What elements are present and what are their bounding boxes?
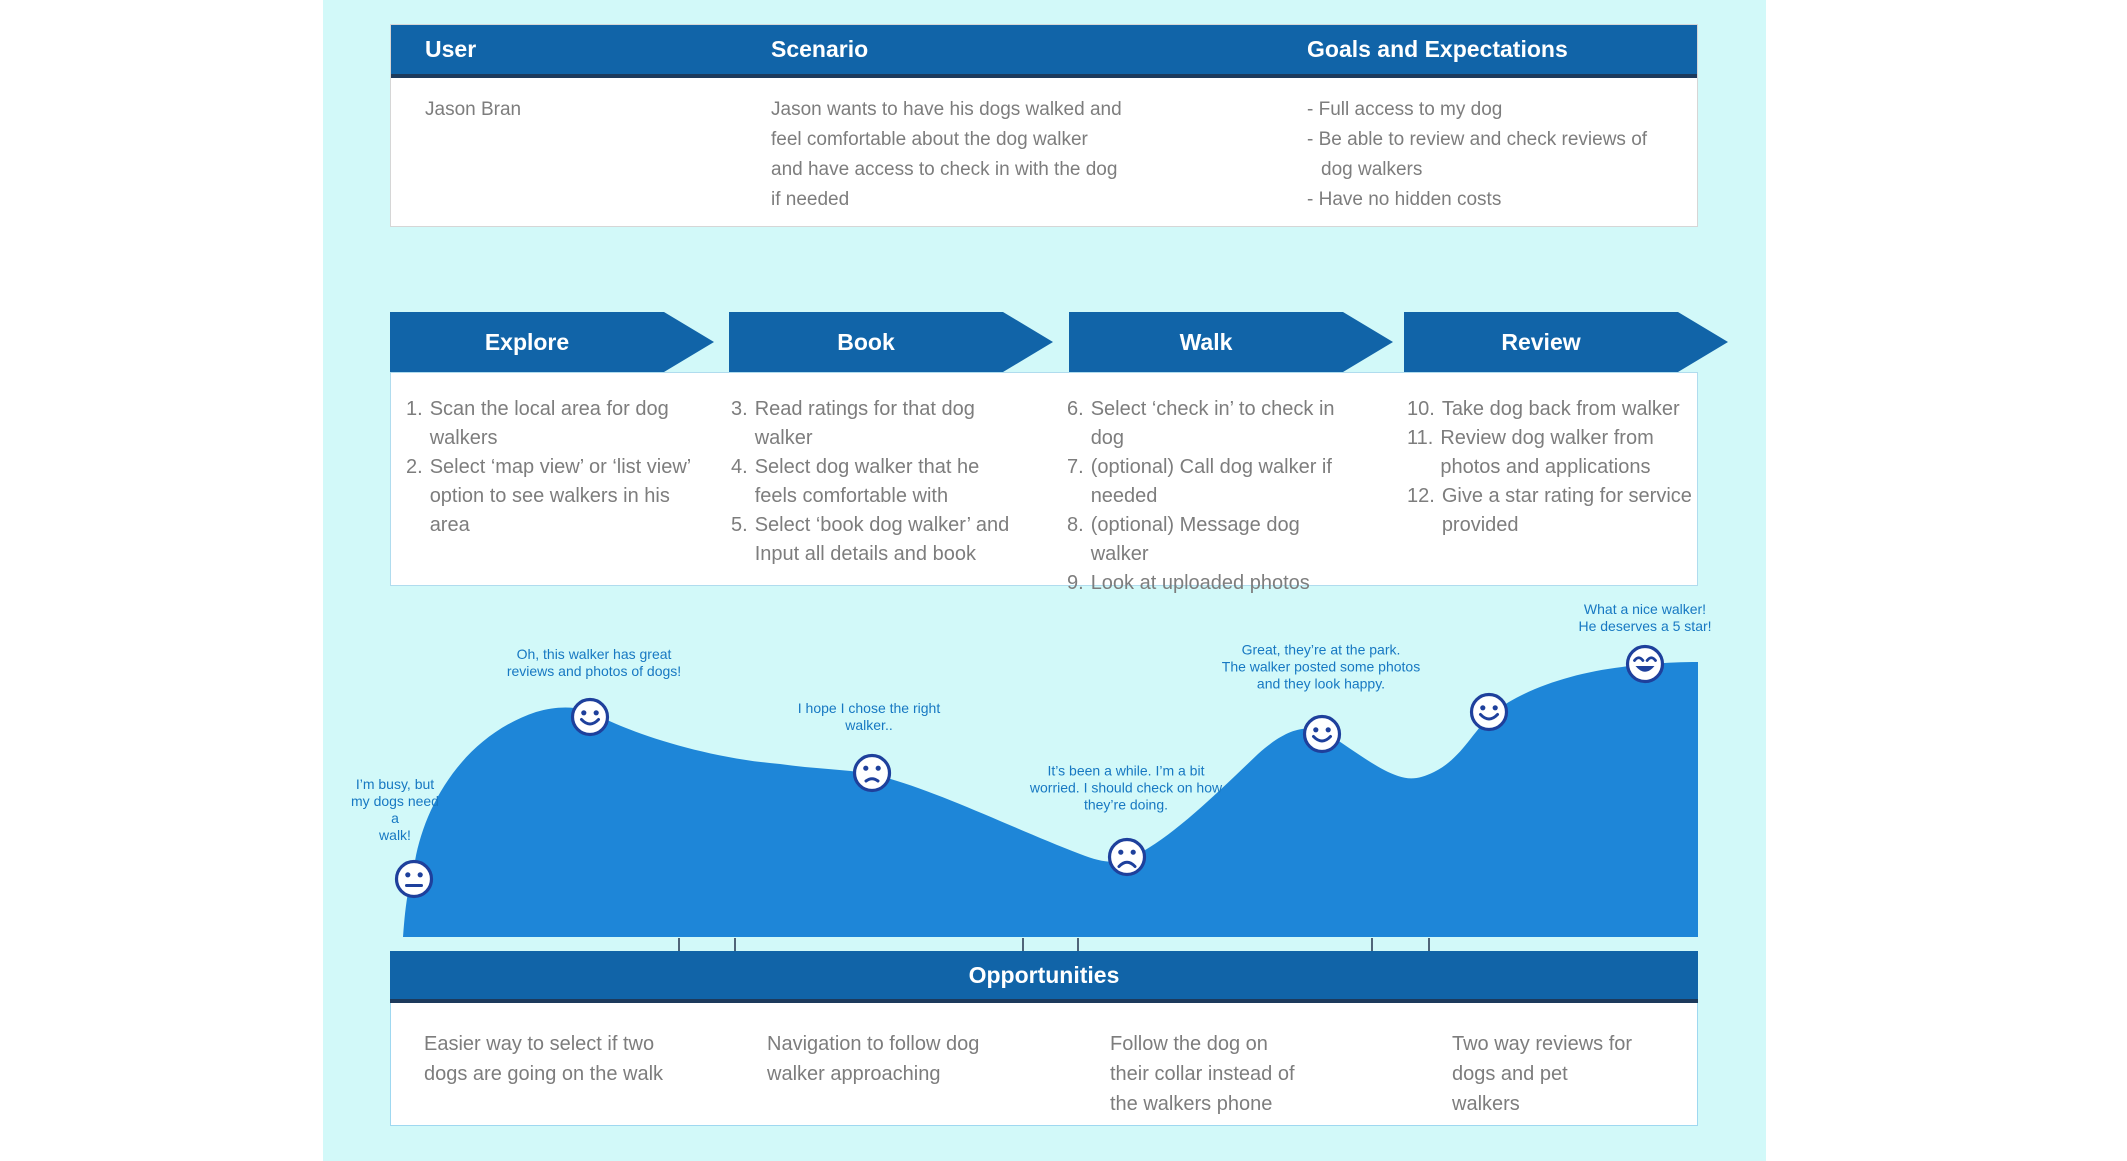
user-table-header: User Scenario Goals and Expectations: [391, 25, 1697, 78]
phase-arrow-walk: Walk: [1069, 312, 1393, 372]
phase-arrow-book: Book: [729, 312, 1053, 372]
steps-review: 10. Take dog back from walker 11. Review d…: [1407, 395, 1704, 540]
goal-item: - Be able to review and check reviews of…: [1307, 129, 1648, 180]
column-divider-notch: [1022, 938, 1079, 951]
thought-bubble: Oh, this walker has great reviews and ph…: [506, 646, 682, 679]
step-item: 3. Read ratings for that dog walker: [731, 398, 975, 449]
emotion-curve: I’m busy, but my dogs need a walk! Oh, t…: [351, 601, 1712, 938]
step-item: 12. Give a star rating for service provid…: [1407, 485, 1692, 536]
opportunities-body: Easier way to select if two dogs are goi…: [390, 1003, 1698, 1126]
thought-bubble: I’m busy, but my dogs need a walk!: [351, 776, 439, 843]
opportunities-title: Opportunities: [968, 962, 1120, 988]
opportunity-item: Follow the dog on their collar instead o…: [1110, 1033, 1295, 1115]
steps-book: 3. Read ratings for that dog walker 4. Sel…: [731, 395, 1015, 569]
emotion-curve-path: [403, 662, 1698, 937]
step-item: 8. (optional) Message dog walker: [1067, 514, 1300, 565]
column-header-user: User: [425, 36, 477, 62]
opportunities-header: Opportunities: [390, 951, 1698, 1003]
step-item: 9. Look at uploaded photos: [1067, 572, 1310, 594]
face-happy-icon: [570, 697, 610, 737]
thought-bubble: It’s been a while. I’m a bit worried. I …: [1029, 762, 1223, 813]
phase-label: Review: [1501, 329, 1581, 355]
user-info-table: User Scenario Goals and Expectations Jas…: [390, 24, 1698, 227]
face-happy-icon: [1302, 714, 1342, 754]
step-item: 10. Take dog back from walker: [1407, 398, 1680, 420]
step-item: 2. Select ‘map view’ or ‘list view’ optio…: [406, 456, 691, 536]
step-item: 7. (optional) Call dog walker if needed: [1067, 456, 1332, 507]
user-name: Jason Bran: [425, 99, 522, 120]
step-item: 6. Select ‘check in’ to check in dog: [1067, 398, 1335, 449]
goal-item: - Full access to my dog: [1307, 99, 1503, 120]
phase-label: Explore: [484, 329, 570, 355]
opportunity-item: Navigation to follow dog walker approach…: [767, 1033, 980, 1085]
opportunity-item: Easier way to select if two dogs are goi…: [424, 1033, 664, 1085]
thought-bubble: Great, they’re at the park. The walker p…: [1221, 641, 1421, 692]
step-item: 1. Scan the local area for dog walkers: [406, 398, 669, 449]
face-sad-icon: [1107, 837, 1147, 877]
steps-explore: 1. Scan the local area for dog walkers 2.…: [406, 395, 710, 540]
steps-walk: 6. Select ‘check in’ to check in dog 7. (o…: [1067, 395, 1353, 598]
phase-label: Book: [837, 329, 895, 355]
scenario-text: Jason wants to have his dogs walked and …: [771, 99, 1122, 210]
column-divider-notch: [1371, 938, 1430, 951]
step-item: 11. Review dog walker from photos and app…: [1407, 427, 1654, 478]
phase-label: Walk: [1179, 329, 1233, 355]
goals-list: - Full access to my dog - Be able to rev…: [1307, 95, 1652, 215]
thought-bubble: What a nice walker! He deserves a 5 star…: [1578, 601, 1712, 634]
emotion-curve-area: [403, 662, 1698, 937]
step-item: 4. Select dog walker that he feels comfor…: [731, 456, 980, 507]
column-header-scenario: Scenario: [771, 36, 869, 62]
phase-arrow-explore: Explore: [390, 312, 714, 372]
thought-bubble: I hope I chose the right walker..: [797, 700, 941, 733]
face-neutral-icon: [394, 859, 434, 899]
face-happy-icon: [1469, 692, 1509, 732]
column-divider-notch: [678, 938, 736, 951]
opportunity-item: Two way reviews for dogs and pet walkers: [1452, 1033, 1633, 1115]
face-delighted-icon: [1625, 644, 1665, 684]
step-item: 5. Select ‘book dog walker’ and Input all…: [731, 514, 1010, 565]
goal-item: - Have no hidden costs: [1307, 189, 1502, 210]
phase-arrow-review: Review: [1404, 312, 1728, 372]
phase-steps-box: 1. Scan the local area for dog walkers 2.…: [390, 372, 1698, 594]
column-header-goals: Goals and Expectations: [1307, 36, 1568, 62]
face-unsure-icon: [852, 753, 892, 793]
